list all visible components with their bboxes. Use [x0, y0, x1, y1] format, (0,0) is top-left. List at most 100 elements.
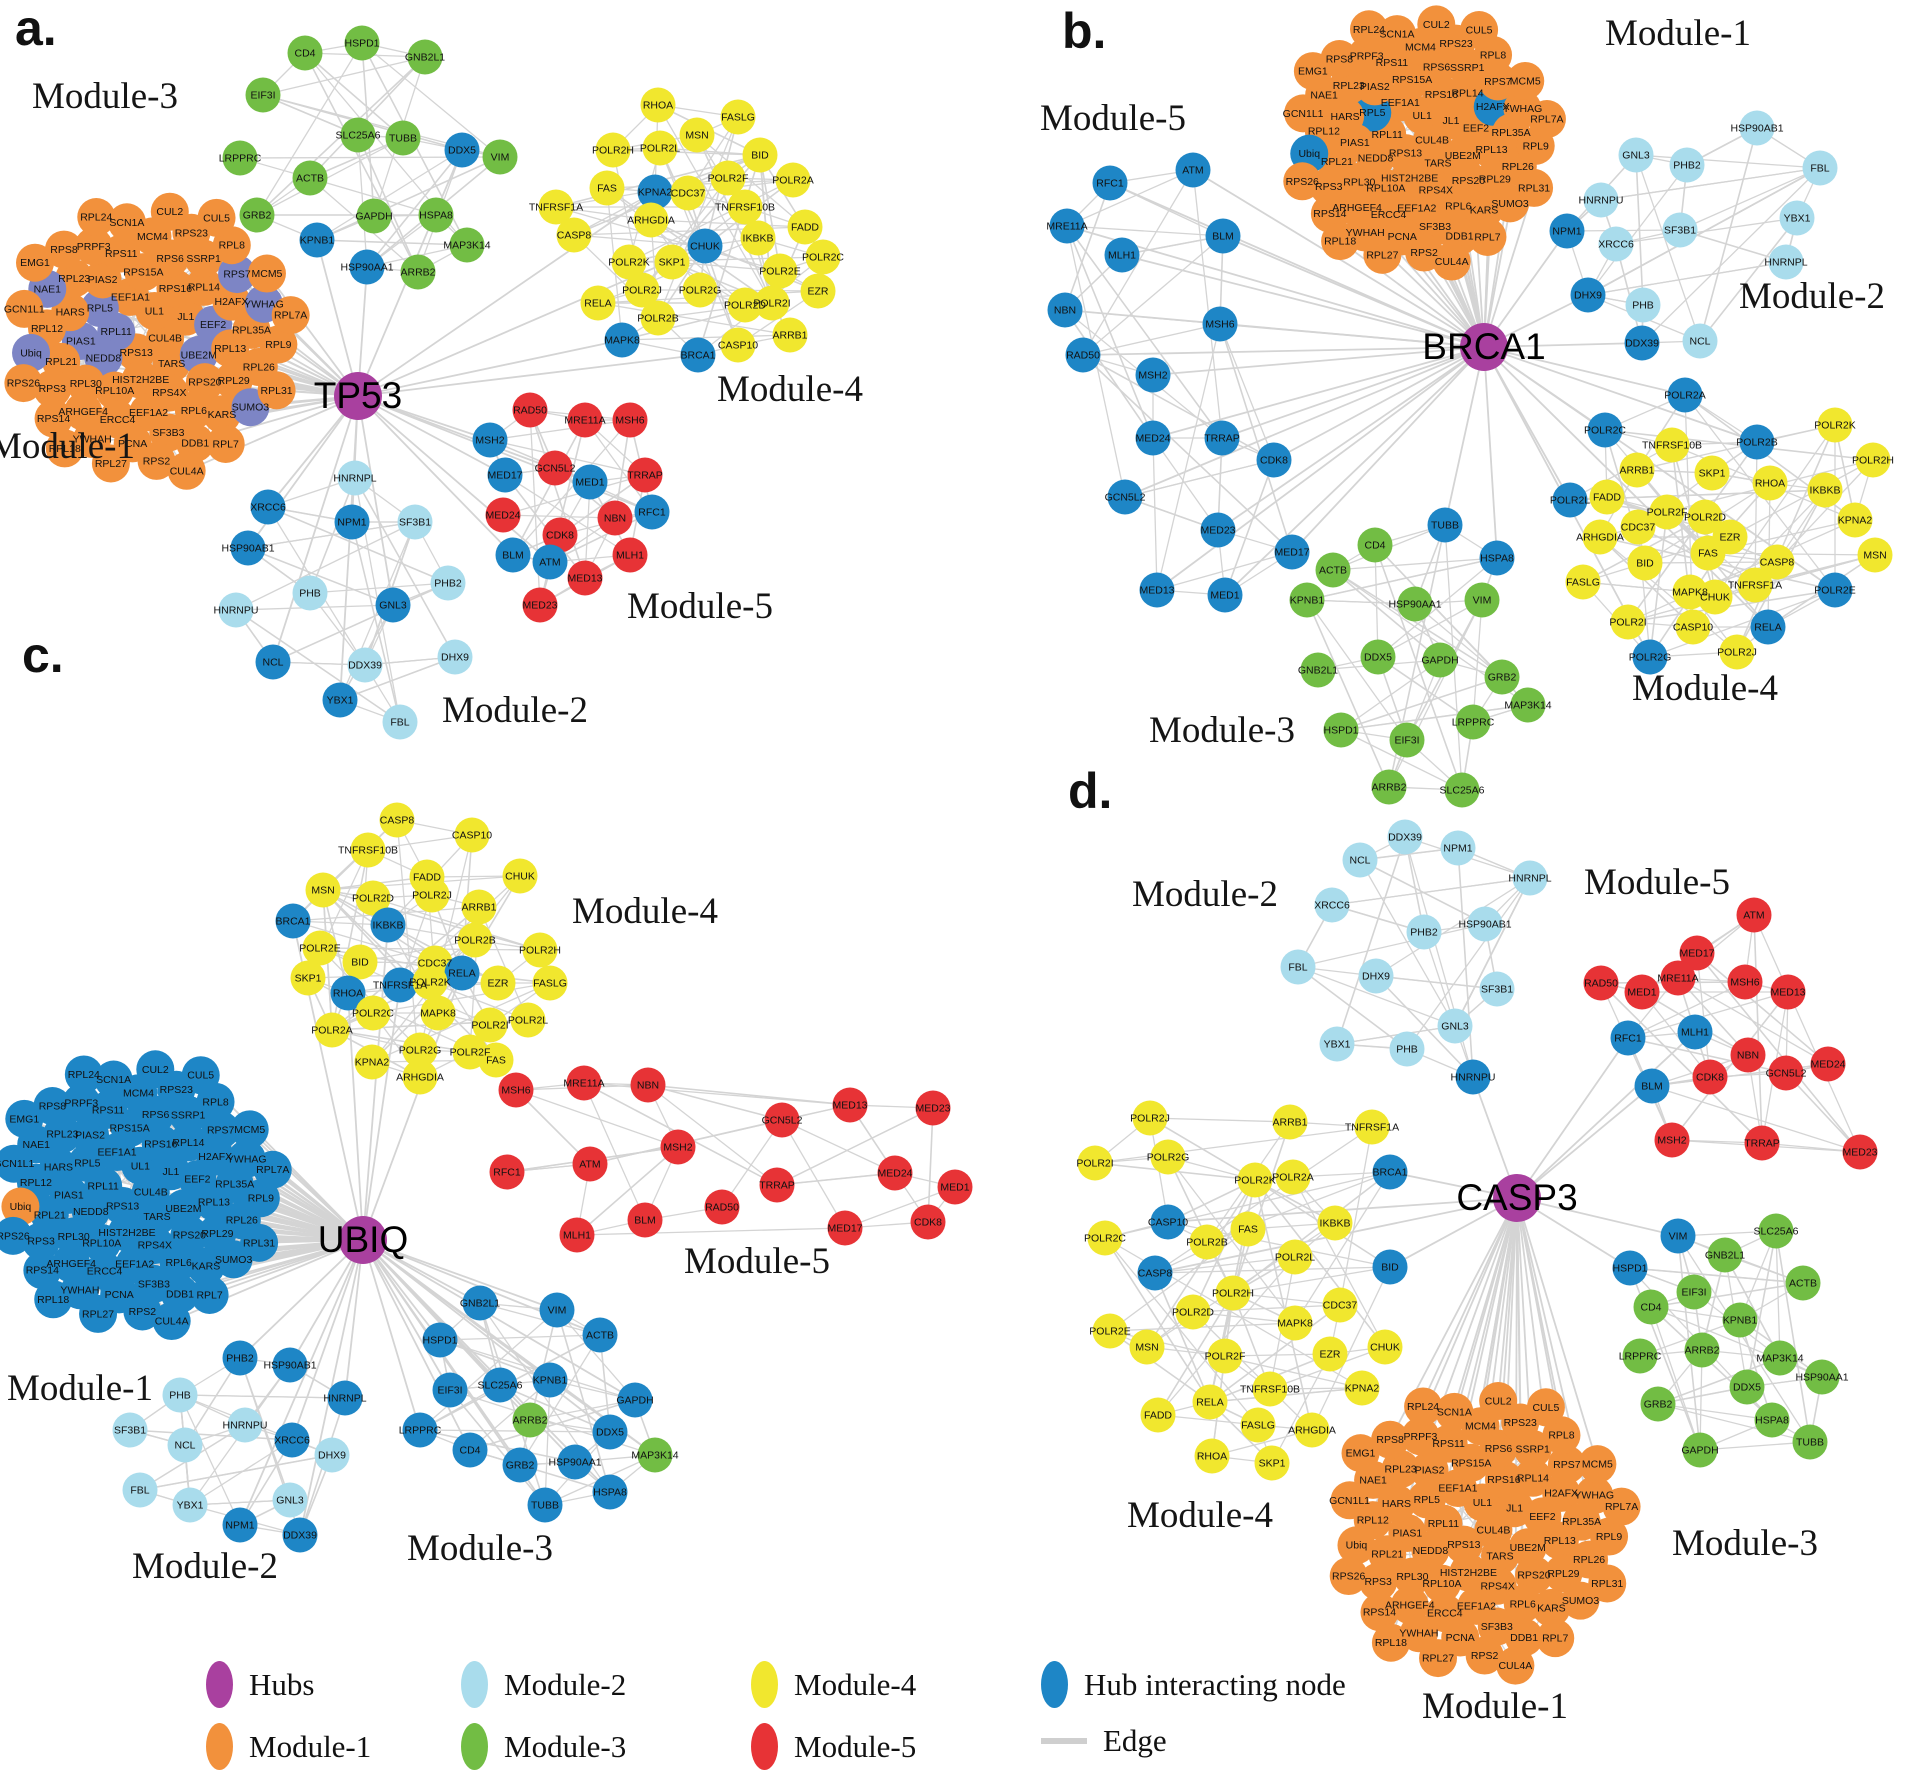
node-MAPK8[interactable] [604, 322, 640, 358]
node-ATM[interactable] [532, 544, 568, 580]
node-PRPF3[interactable] [1401, 1417, 1440, 1456]
node-POLR2G[interactable] [402, 1032, 438, 1068]
node-SLC25A6[interactable] [340, 117, 376, 153]
node-HSPA8[interactable] [1754, 1402, 1790, 1438]
node-SCN1A[interactable] [1378, 15, 1417, 54]
node-FASLG[interactable] [532, 965, 568, 1001]
node-ARRB1[interactable] [772, 317, 808, 353]
node-MLH1[interactable] [1104, 237, 1140, 273]
node-RPS2[interactable] [1465, 1636, 1504, 1675]
node-POLR2D[interactable] [355, 880, 391, 916]
node-RPL18[interactable] [1321, 222, 1360, 261]
node-RELA[interactable] [444, 955, 480, 991]
node-NBN[interactable] [1730, 1037, 1766, 1073]
node-ACTB[interactable] [582, 1317, 618, 1353]
node-VIM[interactable] [482, 139, 518, 175]
node-ARRB2[interactable] [1684, 1332, 1720, 1368]
node-RPL24[interactable] [77, 198, 116, 237]
node-YBX1[interactable] [1319, 1026, 1355, 1062]
node-EIF3I[interactable] [245, 77, 281, 113]
node-NPM1[interactable] [222, 1507, 258, 1543]
node-POLR2B[interactable] [1189, 1224, 1225, 1260]
node-EIF3I[interactable] [1676, 1274, 1712, 1310]
node-CUL4A[interactable] [152, 1302, 191, 1341]
node-HNRNPU[interactable] [218, 592, 254, 628]
node-RPS3[interactable] [33, 369, 72, 408]
node-POLR2H[interactable] [595, 132, 631, 168]
node-CUL2[interactable] [136, 1050, 175, 1089]
node-HNRNPU[interactable] [1583, 182, 1619, 218]
node-GRB2[interactable] [1640, 1386, 1676, 1422]
node-GCN1L1[interactable] [1330, 1481, 1369, 1520]
node-RPL31[interactable] [240, 1223, 279, 1262]
node-Ubiq[interactable] [1, 1187, 40, 1226]
node-GCN5L2[interactable] [764, 1102, 800, 1138]
node-RELA[interactable] [1192, 1384, 1228, 1420]
node-RELA[interactable] [1750, 609, 1786, 645]
node-POLR2B[interactable] [640, 300, 676, 336]
node-RPL5[interactable] [68, 1143, 107, 1182]
node-Ubiq[interactable] [12, 333, 51, 372]
node-BLM[interactable] [1205, 218, 1241, 254]
node-NCL[interactable] [1682, 323, 1718, 359]
node-MSN[interactable] [1129, 1329, 1165, 1365]
node-GAPDH[interactable] [1422, 642, 1458, 678]
node-MRE11A[interactable] [567, 402, 603, 438]
node-MED24[interactable] [877, 1155, 913, 1191]
node-MED23[interactable] [1842, 1134, 1878, 1170]
node-CD4[interactable] [452, 1432, 488, 1468]
node-TUBB[interactable] [385, 120, 421, 156]
node-SF3B1[interactable] [1662, 212, 1698, 248]
node-MSH2[interactable] [472, 422, 508, 458]
node-RPS3[interactable] [1359, 1562, 1398, 1601]
node-RFC1[interactable] [1610, 1020, 1646, 1056]
node-MED17[interactable] [1274, 534, 1310, 570]
node-POLR2D[interactable] [1175, 1294, 1211, 1330]
node-ARRB1[interactable] [461, 889, 497, 925]
node-RFC1[interactable] [489, 1154, 525, 1190]
node-HNRNPL[interactable] [327, 1380, 363, 1416]
node-RPL18[interactable] [45, 429, 84, 468]
node-RPS26[interactable] [1283, 162, 1322, 201]
node-RPL30[interactable] [66, 364, 105, 403]
node-SLC25A6[interactable] [1444, 772, 1480, 808]
node-PHB[interactable] [1625, 287, 1661, 323]
node-ARRB1[interactable] [1619, 452, 1655, 488]
node-TNFRSF10B[interactable] [727, 189, 763, 225]
node-MAP3K14[interactable] [637, 1437, 673, 1473]
node-CASP10[interactable] [1675, 609, 1711, 645]
node-CUL4A[interactable] [1496, 1646, 1535, 1685]
node-PHB2[interactable] [222, 1340, 258, 1376]
node-TUBB[interactable] [527, 1487, 563, 1523]
node-MED1[interactable] [1207, 577, 1243, 613]
node-POLR2L[interactable] [642, 130, 678, 166]
node-VIM[interactable] [539, 1292, 575, 1328]
node-GNL3[interactable] [375, 587, 411, 623]
node-PHB2[interactable] [1406, 914, 1442, 950]
node-EIF3I[interactable] [1389, 722, 1425, 758]
node-CUL4A[interactable] [167, 451, 206, 490]
node-RPS20[interactable] [1514, 1556, 1553, 1595]
node-POLR2C[interactable] [1087, 1220, 1123, 1256]
node-CUL5[interactable] [1526, 1388, 1565, 1427]
node-RPL18[interactable] [1371, 1623, 1410, 1662]
node-FBL[interactable] [1280, 949, 1316, 985]
node-RPL5[interactable] [80, 289, 119, 328]
node-KPNA2[interactable] [1837, 502, 1873, 538]
node-ARRB2[interactable] [1371, 769, 1407, 805]
node-POLR2G[interactable] [1150, 1139, 1186, 1175]
hub-BRCA1[interactable] [1460, 323, 1508, 371]
node-XRCC6[interactable] [1314, 887, 1350, 923]
node-HSPD1[interactable] [1612, 1250, 1648, 1286]
node-FADD[interactable] [1589, 479, 1625, 515]
node-POLR2C[interactable] [805, 239, 841, 275]
node-SKP1[interactable] [1694, 455, 1730, 491]
node-CDC37[interactable] [1322, 1287, 1358, 1323]
node-BID[interactable] [1627, 545, 1663, 581]
node-MSH2[interactable] [1135, 357, 1171, 393]
node-RPL27[interactable] [91, 444, 130, 483]
node-RPL10A[interactable] [1422, 1564, 1461, 1603]
node-CASP8[interactable] [556, 217, 592, 253]
node-RPL9[interactable] [1590, 1517, 1629, 1556]
node-EMG1[interactable] [1293, 52, 1332, 91]
